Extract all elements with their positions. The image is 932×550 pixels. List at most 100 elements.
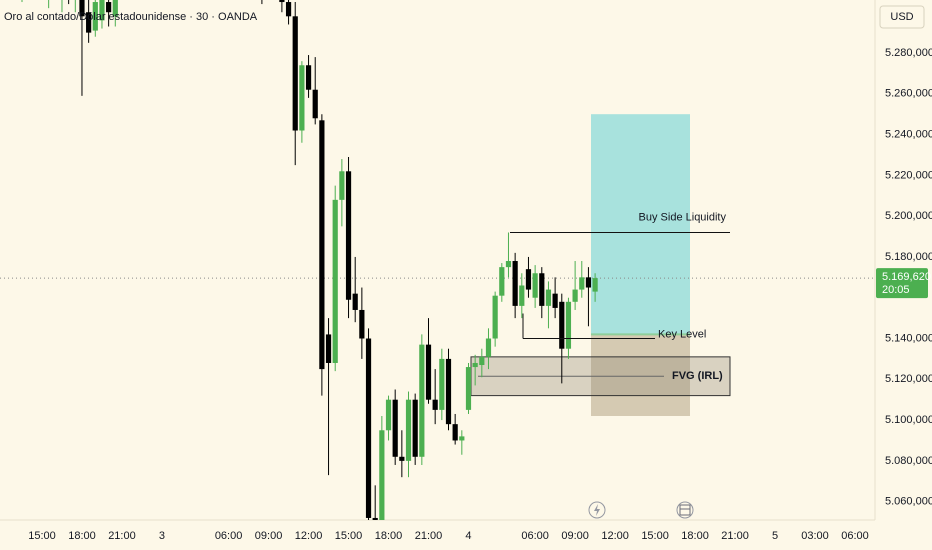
- candle-body: [365, 338, 372, 518]
- candle-body: [325, 334, 332, 363]
- x-tick-label: 21:00: [108, 530, 136, 542]
- candle-body: [505, 261, 512, 268]
- x-tick-label: 18:00: [68, 530, 96, 542]
- candle-body: [106, 2, 112, 13]
- candle-body: [519, 285, 525, 306]
- candle-body: [579, 277, 585, 290]
- y-tick-label: 5.200,000: [885, 210, 932, 222]
- candle-body: [412, 399, 418, 457]
- candle-body: [512, 261, 518, 306]
- candle-body: [285, 2, 292, 17]
- x-tick-label: 09:00: [255, 530, 283, 542]
- x-tick-label: 18:00: [375, 530, 403, 542]
- candle-body: [419, 344, 425, 457]
- candle-body: [472, 362, 478, 368]
- x-tick-label: 03:00: [801, 530, 829, 542]
- y-tick-label: 5.080,000: [885, 455, 932, 467]
- candle-body: [545, 289, 552, 306]
- currency-box[interactable]: [879, 5, 925, 29]
- currency-label: USD: [890, 11, 913, 23]
- x-tick-label: 5: [772, 530, 778, 542]
- candle-body: [385, 399, 392, 431]
- candle-body: [492, 295, 498, 339]
- candle-body: [299, 65, 305, 131]
- y-tick-label: 5.100,000: [885, 414, 932, 426]
- candle-body: [379, 430, 385, 520]
- candle-body: [585, 277, 592, 288]
- candle-body: [319, 120, 325, 370]
- candle-body: [305, 65, 312, 90]
- fvg-label: FVG (IRL): [672, 370, 723, 382]
- x-tick-label: 18:00: [681, 530, 709, 542]
- candle-body: [425, 344, 432, 400]
- y-tick-label: 5.280,000: [885, 47, 932, 59]
- plot-area: FVG (IRL) Buy Side Liquidity Key Level: [0, 0, 875, 520]
- countdown-label: 20:05: [882, 284, 910, 296]
- candle-body: [432, 399, 438, 410]
- candle-body: [405, 399, 412, 461]
- candle-body: [485, 338, 492, 357]
- x-tick-label: 06:00: [215, 530, 243, 542]
- candle-body: [79, 0, 85, 17]
- candle-body: [292, 16, 298, 131]
- events-icon[interactable]: [588, 501, 606, 519]
- stop-zone: [591, 334, 690, 416]
- candle-body: [552, 293, 558, 308]
- target-zone: [591, 114, 690, 335]
- y-tick-label: 5.220,000: [885, 169, 932, 181]
- candle-body: [445, 358, 452, 425]
- candle-body: [499, 267, 505, 296]
- candle-body: [359, 309, 365, 339]
- candle-body: [352, 293, 358, 310]
- x-tick-label: 09:00: [561, 530, 589, 542]
- candle-body: [525, 269, 532, 290]
- candle-body: [539, 273, 545, 306]
- candle-body: [559, 301, 565, 349]
- x-tick-label: 21:00: [721, 530, 749, 542]
- candle-body: [465, 367, 472, 410]
- candle-body: [572, 289, 578, 302]
- candle-body: [345, 171, 352, 300]
- candle-body: [112, 0, 118, 17]
- y-tick-label: 5.120,000: [885, 373, 932, 385]
- last-price-label: 5.169,620: [882, 271, 931, 283]
- candle-body: [399, 456, 405, 461]
- candle-body: [565, 301, 572, 349]
- candle-body: [392, 399, 398, 457]
- candle-body: [452, 424, 458, 441]
- y-tick-label: 5.060,000: [885, 496, 932, 508]
- candle-body: [279, 0, 285, 3]
- x-tick-label: 15:00: [28, 530, 56, 542]
- liquidity-label: Buy Side Liquidity: [639, 211, 727, 223]
- candle-body: [479, 356, 485, 366]
- candle-body: [339, 171, 345, 200]
- y-tick-label: 5.140,000: [885, 332, 932, 344]
- x-tick-label: 12:00: [295, 530, 323, 542]
- x-tick-label: 06:00: [841, 530, 869, 542]
- candle-body: [99, 0, 105, 21]
- x-tick-label: 3: [159, 530, 165, 542]
- y-tick-label: 5.260,000: [885, 88, 932, 100]
- y-tick-label: 5.180,000: [885, 251, 932, 263]
- y-tick-label: 5.240,000: [885, 128, 932, 140]
- x-tick-label: 12:00: [601, 530, 629, 542]
- x-tick-label: 15:00: [335, 530, 363, 542]
- candle-body: [532, 273, 538, 298]
- last-price-tag: [876, 268, 928, 299]
- x-tick-label: 21:00: [415, 530, 443, 542]
- candle-body: [592, 278, 598, 292]
- candle-body: [312, 89, 318, 119]
- x-tick-label: 06:00: [521, 530, 549, 542]
- candle-body: [332, 199, 338, 363]
- candle-body: [372, 517, 378, 520]
- calendar-icon[interactable]: [676, 501, 694, 519]
- chart-title: Oro al contado/Dólar estadounidense · 30…: [4, 11, 258, 23]
- key-level-label: Key Level: [658, 328, 706, 340]
- candle-body: [439, 358, 445, 410]
- x-tick-label: 15:00: [641, 530, 669, 542]
- candle-body: [86, 12, 92, 33]
- x-tick-label: 4: [465, 530, 471, 542]
- candle-body: [92, 2, 98, 31]
